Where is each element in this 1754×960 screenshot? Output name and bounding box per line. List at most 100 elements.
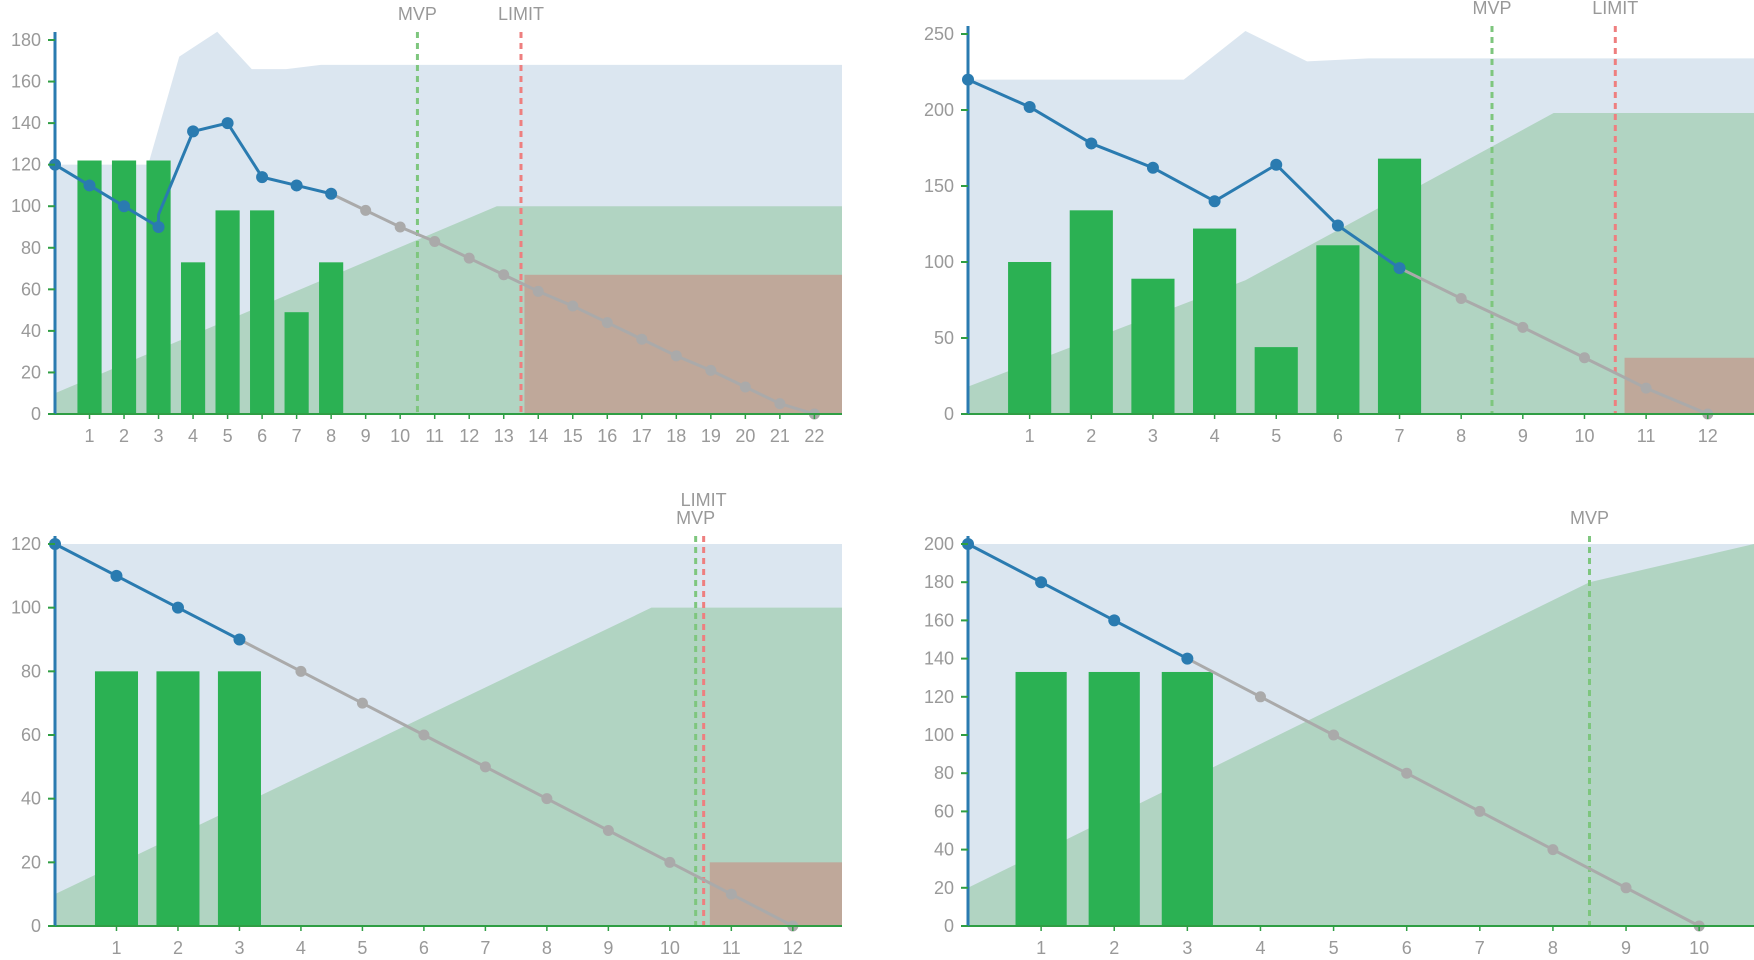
actual-point <box>1035 576 1048 589</box>
projection-point <box>295 665 307 677</box>
actual-point <box>1331 219 1344 232</box>
y-tick-label: 40 <box>21 789 41 809</box>
y-tick-label: 200 <box>924 534 954 554</box>
projection-point <box>725 888 737 900</box>
projection-point <box>356 697 368 709</box>
x-tick-label: 12 <box>459 426 479 446</box>
limit-marker-label: LIMIT <box>681 490 727 510</box>
projection-point <box>360 204 372 216</box>
x-tick-label: 21 <box>770 426 790 446</box>
x-tick-label: 4 <box>1255 938 1265 958</box>
x-tick-label: 8 <box>542 938 552 958</box>
y-tick-label: 160 <box>11 72 41 92</box>
x-tick-label: 18 <box>666 426 686 446</box>
y-tick-label: 20 <box>21 852 41 872</box>
x-tick-label: 15 <box>563 426 583 446</box>
projection-point <box>664 856 676 868</box>
projection-point <box>498 269 510 281</box>
x-tick-label: 6 <box>1402 938 1412 958</box>
actual-point <box>256 171 269 184</box>
mvp-marker-label: MVP <box>676 508 715 528</box>
actual-point <box>1085 137 1098 150</box>
x-tick-label: 11 <box>425 426 444 446</box>
y-tick-label: 100 <box>924 725 954 745</box>
bar <box>319 262 344 414</box>
bar <box>111 160 137 414</box>
x-tick-label: 2 <box>1109 938 1119 958</box>
actual-line <box>967 78 1401 270</box>
x-tick-label: 14 <box>528 426 548 446</box>
y-tick-label: 150 <box>924 176 954 196</box>
mvp-marker-label: MVP <box>1472 0 1511 18</box>
y-tick-label: 120 <box>11 534 41 554</box>
y-tick-label: 180 <box>924 572 954 592</box>
actual-point <box>83 179 96 192</box>
x-tick-label: 17 <box>632 426 652 446</box>
x-tick-label: 5 <box>1271 426 1281 446</box>
y-tick-label: 100 <box>11 598 41 618</box>
projection-line <box>238 638 794 928</box>
bar <box>1193 228 1237 414</box>
y-tick-label: 120 <box>924 687 954 707</box>
x-tick-label: 2 <box>119 426 129 446</box>
x-tick-label: 10 <box>1574 426 1594 446</box>
x-tick-label: 5 <box>1329 938 1339 958</box>
chart-4: MVP 0 20 40 60 80 100 120 140 160 180 200 1 2 3 4 5 6 7 8 9 1… <box>924 508 1754 958</box>
x-tick-label: 9 <box>361 426 371 446</box>
projection-line <box>1186 657 1700 928</box>
x-tick-label: 2 <box>1086 426 1096 446</box>
x-tick-label: 10 <box>660 938 680 958</box>
y-tick-label: 140 <box>11 113 41 133</box>
y-tick-label: 200 <box>924 100 954 120</box>
bar <box>1377 158 1422 414</box>
actual-point <box>118 200 131 213</box>
x-tick-label: 19 <box>701 426 721 446</box>
y-tick-label: 20 <box>934 878 954 898</box>
projection-point <box>1455 292 1467 304</box>
x-tick-label: 9 <box>1518 426 1528 446</box>
bar <box>284 312 309 414</box>
y-tick-label: 80 <box>21 238 41 258</box>
bar <box>180 262 206 414</box>
actual-point <box>290 179 303 192</box>
mvp-marker-label: MVP <box>398 4 437 24</box>
actual-point <box>1181 652 1194 665</box>
x-tick-label: 22 <box>804 426 824 446</box>
y-tick-label: 250 <box>924 24 954 44</box>
projection-point <box>1517 321 1529 333</box>
y-tick-label: 60 <box>934 801 954 821</box>
x-tick-label: 10 <box>1689 938 1709 958</box>
x-tick-label: 5 <box>357 938 367 958</box>
x-tick-label: 11 <box>1637 426 1656 446</box>
y-tick-label: 20 <box>21 362 41 382</box>
projection-point <box>1254 691 1266 703</box>
bar <box>146 160 171 414</box>
actual-point <box>233 633 246 646</box>
x-tick-label: 7 <box>292 426 302 446</box>
bar <box>250 210 275 414</box>
y-tick-label: 60 <box>21 279 41 299</box>
projection-point <box>532 285 544 297</box>
x-tick-label: 8 <box>1456 426 1466 446</box>
projection-point <box>1620 882 1632 894</box>
x-tick-label: 5 <box>223 426 233 446</box>
x-tick-label: 7 <box>1395 426 1405 446</box>
y-tick-label: 180 <box>11 30 41 50</box>
projection-point <box>429 236 441 248</box>
x-tick-label: 12 <box>1698 426 1718 446</box>
y-tick-label: 80 <box>934 763 954 783</box>
limit-marker-label: LIMIT <box>1592 0 1638 18</box>
y-tick-label: 160 <box>924 610 954 630</box>
limit-marker-label: LIMIT <box>498 4 544 24</box>
projection-point <box>670 350 682 362</box>
x-tick-label: 4 <box>188 426 198 446</box>
bar <box>217 671 261 926</box>
bar <box>94 671 139 926</box>
x-tick-label: 7 <box>480 938 490 958</box>
y-tick-label: 100 <box>924 252 954 272</box>
over-limit-region <box>524 274 842 414</box>
projection-line <box>1398 266 1709 416</box>
